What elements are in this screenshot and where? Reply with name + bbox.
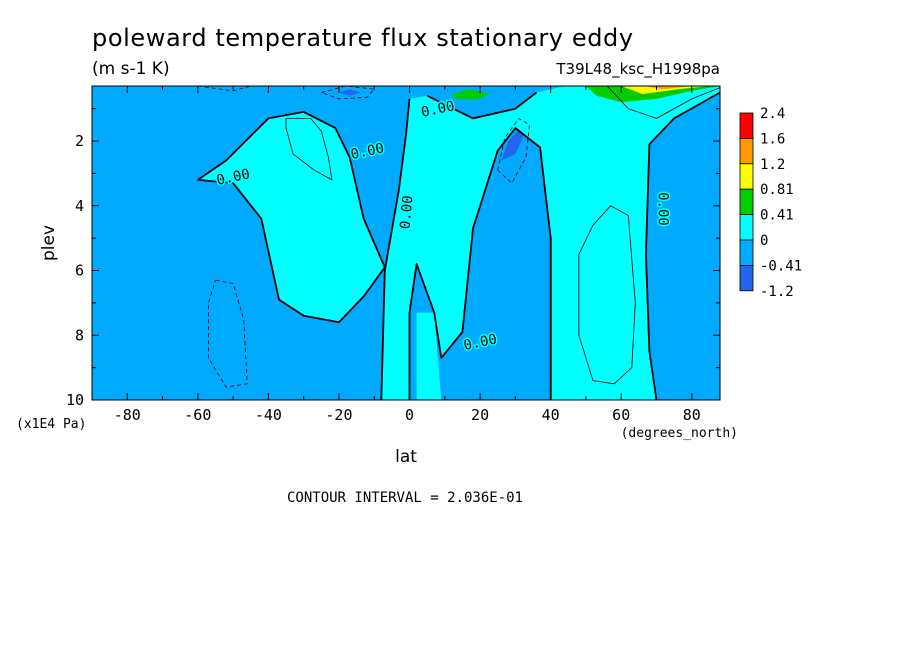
colorbar-swatch bbox=[739, 214, 754, 241]
x-tick-label: 40 bbox=[542, 406, 560, 424]
zero-contour-4 bbox=[426, 91, 538, 120]
x-tick-label: 80 bbox=[683, 406, 701, 424]
y-tick-label: 2 bbox=[75, 132, 84, 150]
region-3 bbox=[451, 89, 491, 100]
region-6 bbox=[642, 86, 692, 90]
colorbar-level-label: -0.41 bbox=[760, 258, 802, 274]
region-2 bbox=[416, 312, 442, 400]
colorbar-swatch bbox=[739, 137, 754, 165]
thin-contour-6 bbox=[197, 86, 251, 92]
zero-contours bbox=[197, 91, 720, 400]
x-axis-units: (degrees_north) bbox=[621, 426, 738, 441]
shaded-regions bbox=[197, 86, 720, 400]
colorbar-swatch bbox=[739, 188, 754, 215]
thin-contours bbox=[197, 86, 720, 388]
x-tick-label: 0 bbox=[405, 406, 414, 424]
zero-contour-3 bbox=[645, 91, 720, 400]
y-axis-units: (x1E4 Pa) bbox=[16, 417, 86, 432]
plot-frame bbox=[91, 85, 721, 401]
colorbar-level-label: -1.2 bbox=[760, 284, 794, 300]
colorbar-level-label: 0.81 bbox=[760, 182, 794, 198]
colorbar-level-label: 2.4 bbox=[760, 106, 785, 122]
thin-contour-4 bbox=[321, 86, 375, 100]
y-axis-label: plev bbox=[39, 225, 59, 261]
x-tick-label: 20 bbox=[471, 406, 489, 424]
zero-contour-2 bbox=[408, 127, 552, 400]
region-0 bbox=[197, 111, 385, 323]
chart-units: (m s-1 K) bbox=[92, 59, 170, 79]
contour-label-3: 0.00 bbox=[398, 195, 417, 230]
colorbar-level-label: 1.2 bbox=[760, 157, 785, 173]
dataset-label: T39L48_ksc_H1998pa bbox=[555, 60, 720, 79]
colorbar-swatch bbox=[739, 264, 754, 292]
region-4 bbox=[585, 86, 720, 103]
x-axis-ticks: -80 -60 -40 -20 0 20 40 60 80 bbox=[91, 86, 701, 424]
x-tick-label: 60 bbox=[612, 406, 630, 424]
x-tick-label: -80 bbox=[114, 406, 141, 424]
colorbar: 2.4 1.6 1.2 0.81 0.41 0 -0.41 -1.2 bbox=[739, 106, 802, 300]
region-5 bbox=[621, 86, 710, 95]
thin-contour-3 bbox=[207, 279, 248, 388]
region-8 bbox=[339, 89, 361, 96]
colorbar-level-label: 0 bbox=[760, 233, 768, 249]
thin-contour-0 bbox=[285, 118, 333, 181]
colorbar-level-label: 1.6 bbox=[760, 131, 785, 147]
colorbar-swatch bbox=[739, 239, 754, 266]
x-axis-label: lat bbox=[395, 447, 417, 467]
y-tick-label: 10 bbox=[66, 391, 84, 409]
chart-title: poleward temperature flux stationary edd… bbox=[92, 24, 634, 52]
zero-contour-1 bbox=[380, 98, 411, 400]
contour-label-5: 0.00 bbox=[655, 192, 671, 226]
y-tick-label: 8 bbox=[75, 326, 84, 344]
y-tick-label: 4 bbox=[75, 197, 84, 215]
x-tick-label: -40 bbox=[255, 406, 282, 424]
y-axis-ticks: 2 4 6 8 10 bbox=[66, 108, 720, 409]
contour-interval-note: CONTOUR INTERVAL = 2.036E-01 bbox=[287, 490, 523, 506]
colorbar-swatch bbox=[739, 112, 754, 139]
thin-contour-1 bbox=[578, 205, 636, 385]
contour-labels: 0.000.000.000.000.000.00 bbox=[214, 97, 672, 356]
colorbar-swatch bbox=[739, 163, 754, 190]
x-tick-label: -20 bbox=[325, 406, 352, 424]
region-7 bbox=[501, 129, 525, 161]
colorbar-level-label: 0.41 bbox=[760, 208, 794, 224]
x-tick-label: -60 bbox=[184, 406, 211, 424]
thin-contour-2 bbox=[606, 86, 720, 119]
y-tick-label: 6 bbox=[75, 262, 84, 280]
region-1 bbox=[381, 86, 720, 400]
